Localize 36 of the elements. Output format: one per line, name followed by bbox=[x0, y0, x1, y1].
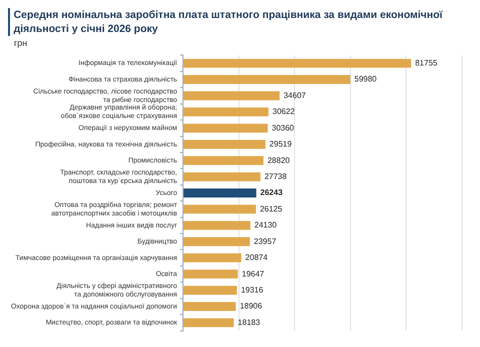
bar bbox=[184, 220, 250, 230]
bar bbox=[184, 140, 266, 149]
bar bbox=[184, 286, 237, 295]
data-label: 28820 bbox=[267, 156, 290, 165]
bar bbox=[184, 188, 256, 198]
bar bbox=[184, 204, 256, 214]
data-label: 26125 bbox=[260, 204, 283, 214]
data-label: 18906 bbox=[240, 302, 263, 311]
bar bbox=[184, 318, 234, 328]
data-label: 34607 bbox=[284, 90, 306, 100]
bar bbox=[184, 253, 242, 262]
data-label: 20874 bbox=[245, 253, 268, 262]
bar bbox=[184, 302, 236, 311]
data-label: 59980 bbox=[354, 74, 378, 84]
bar bbox=[184, 58, 412, 68]
data-label: 30360 bbox=[272, 123, 295, 132]
chart-title: Середня номінальна заробітна плата штатного працівника за видами економічної діяльності у січні 2026 року bbox=[14, 8, 444, 36]
bar bbox=[184, 107, 268, 116]
data-label: 30622 bbox=[272, 107, 296, 116]
data-label: 19316 bbox=[240, 285, 264, 294]
data-label: 29519 bbox=[269, 140, 292, 149]
bar bbox=[184, 156, 264, 166]
bar bbox=[184, 91, 280, 100]
bar bbox=[184, 270, 238, 279]
data-label: 23957 bbox=[254, 236, 277, 246]
bar bbox=[184, 172, 260, 182]
data-label: 24130 bbox=[254, 220, 278, 230]
bar bbox=[184, 124, 268, 133]
data-label: 19647 bbox=[242, 269, 265, 278]
bar bbox=[184, 237, 250, 246]
data-label: 81755 bbox=[415, 58, 438, 68]
bar bbox=[184, 75, 350, 84]
text: грн bbox=[14, 38, 28, 48]
data-label: 26243 bbox=[260, 188, 284, 198]
data-label: 27738 bbox=[264, 172, 288, 181]
data-label: 18183 bbox=[238, 318, 261, 327]
